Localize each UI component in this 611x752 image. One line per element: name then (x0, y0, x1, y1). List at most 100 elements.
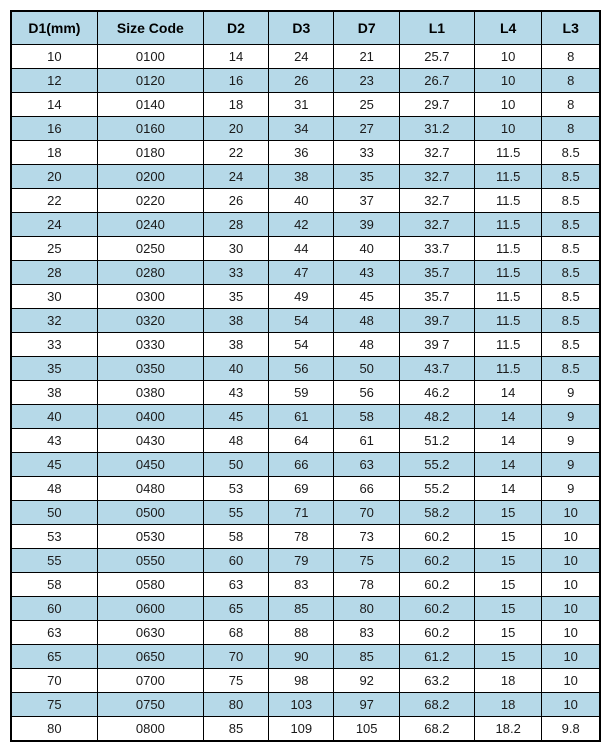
table-cell: 0450 (97, 453, 203, 477)
table-cell: 34 (269, 117, 334, 141)
table-cell: 14 (474, 429, 541, 453)
table-cell: 15 (474, 549, 541, 573)
table-cell: 48.2 (399, 405, 474, 429)
table-cell: 8.5 (542, 213, 600, 237)
table-cell: 23 (334, 69, 399, 93)
table-cell: 40 (269, 189, 334, 213)
table-cell: 40 (203, 357, 268, 381)
table-cell: 20 (11, 165, 97, 189)
table-cell: 11.5 (474, 285, 541, 309)
table-cell: 28 (11, 261, 97, 285)
table-row: 38038043595646.2149 (11, 381, 600, 405)
table-cell: 103 (269, 693, 334, 717)
table-cell: 10 (474, 93, 541, 117)
table-cell: 8.5 (542, 333, 600, 357)
table-cell: 10 (542, 693, 600, 717)
table-cell: 8.5 (542, 189, 600, 213)
table-cell: 12 (11, 69, 97, 93)
table-row: 8008008510910568.218.29.8 (11, 717, 600, 742)
table-cell: 33.7 (399, 237, 474, 261)
table-cell: 10 (474, 117, 541, 141)
table-cell: 20 (203, 117, 268, 141)
table-row: 35035040565043.711.58.5 (11, 357, 600, 381)
table-cell: 63 (203, 573, 268, 597)
table-row: 43043048646151.2149 (11, 429, 600, 453)
table-cell: 32.7 (399, 165, 474, 189)
dimensions-table: D1(mm)Size CodeD2D3D7L1L4L3 100100142421… (10, 10, 601, 742)
table-cell: 37 (334, 189, 399, 213)
table-cell: 15 (474, 501, 541, 525)
table-cell: 0140 (97, 93, 203, 117)
table-cell: 15 (474, 573, 541, 597)
table-cell: 64 (269, 429, 334, 453)
table-cell: 78 (334, 573, 399, 597)
table-cell: 22 (203, 141, 268, 165)
table-cell: 35.7 (399, 285, 474, 309)
table-header-cell: L1 (399, 11, 474, 45)
table-cell: 69 (269, 477, 334, 501)
table-cell: 53 (203, 477, 268, 501)
table-cell: 0480 (97, 477, 203, 501)
table-cell: 26.7 (399, 69, 474, 93)
table-cell: 42 (269, 213, 334, 237)
table-cell: 10 (542, 621, 600, 645)
table-cell: 32.7 (399, 213, 474, 237)
table-cell: 40 (334, 237, 399, 261)
table-cell: 31 (269, 93, 334, 117)
table-cell: 28 (203, 213, 268, 237)
table-cell: 0700 (97, 669, 203, 693)
table-cell: 43 (11, 429, 97, 453)
table-cell: 33 (334, 141, 399, 165)
table-cell: 60.2 (399, 573, 474, 597)
table-header-cell: D7 (334, 11, 399, 45)
table-cell: 75 (203, 669, 268, 693)
table-cell: 59 (269, 381, 334, 405)
table-cell: 58 (203, 525, 268, 549)
table-cell: 45 (203, 405, 268, 429)
table-cell: 75 (334, 549, 399, 573)
table-cell: 26 (203, 189, 268, 213)
table-cell: 98 (269, 669, 334, 693)
table-cell: 11.5 (474, 165, 541, 189)
table-cell: 45 (11, 453, 97, 477)
table-cell: 55 (203, 501, 268, 525)
table-cell: 0550 (97, 549, 203, 573)
table-cell: 11.5 (474, 309, 541, 333)
table-cell: 109 (269, 717, 334, 742)
table-cell: 85 (203, 717, 268, 742)
table-cell: 27 (334, 117, 399, 141)
table-cell: 92 (334, 669, 399, 693)
table-cell: 14 (474, 381, 541, 405)
table-cell: 9 (542, 381, 600, 405)
table-cell: 0100 (97, 45, 203, 69)
table-cell: 0120 (97, 69, 203, 93)
table-cell: 43.7 (399, 357, 474, 381)
table-cell: 10 (474, 45, 541, 69)
table-cell: 61 (334, 429, 399, 453)
table-cell: 15 (474, 645, 541, 669)
table-cell: 24 (203, 165, 268, 189)
table-row: 16016020342731.2108 (11, 117, 600, 141)
table-cell: 60.2 (399, 597, 474, 621)
table-cell: 11.5 (474, 141, 541, 165)
table-cell: 0350 (97, 357, 203, 381)
table-cell: 63.2 (399, 669, 474, 693)
table-cell: 90 (269, 645, 334, 669)
table-cell: 45 (334, 285, 399, 309)
table-cell: 58.2 (399, 501, 474, 525)
table-cell: 80 (334, 597, 399, 621)
table-cell: 83 (334, 621, 399, 645)
table-cell: 8.5 (542, 309, 600, 333)
table-cell: 10 (542, 573, 600, 597)
table-cell: 85 (334, 645, 399, 669)
table-cell: 43 (203, 381, 268, 405)
table-cell: 25.7 (399, 45, 474, 69)
table-cell: 36 (269, 141, 334, 165)
table-cell: 32.7 (399, 141, 474, 165)
table-cell: 0630 (97, 621, 203, 645)
table-cell: 83 (269, 573, 334, 597)
table-cell: 33 (203, 261, 268, 285)
table-cell: 14 (474, 477, 541, 501)
table-cell: 0800 (97, 717, 203, 742)
table-cell: 0580 (97, 573, 203, 597)
